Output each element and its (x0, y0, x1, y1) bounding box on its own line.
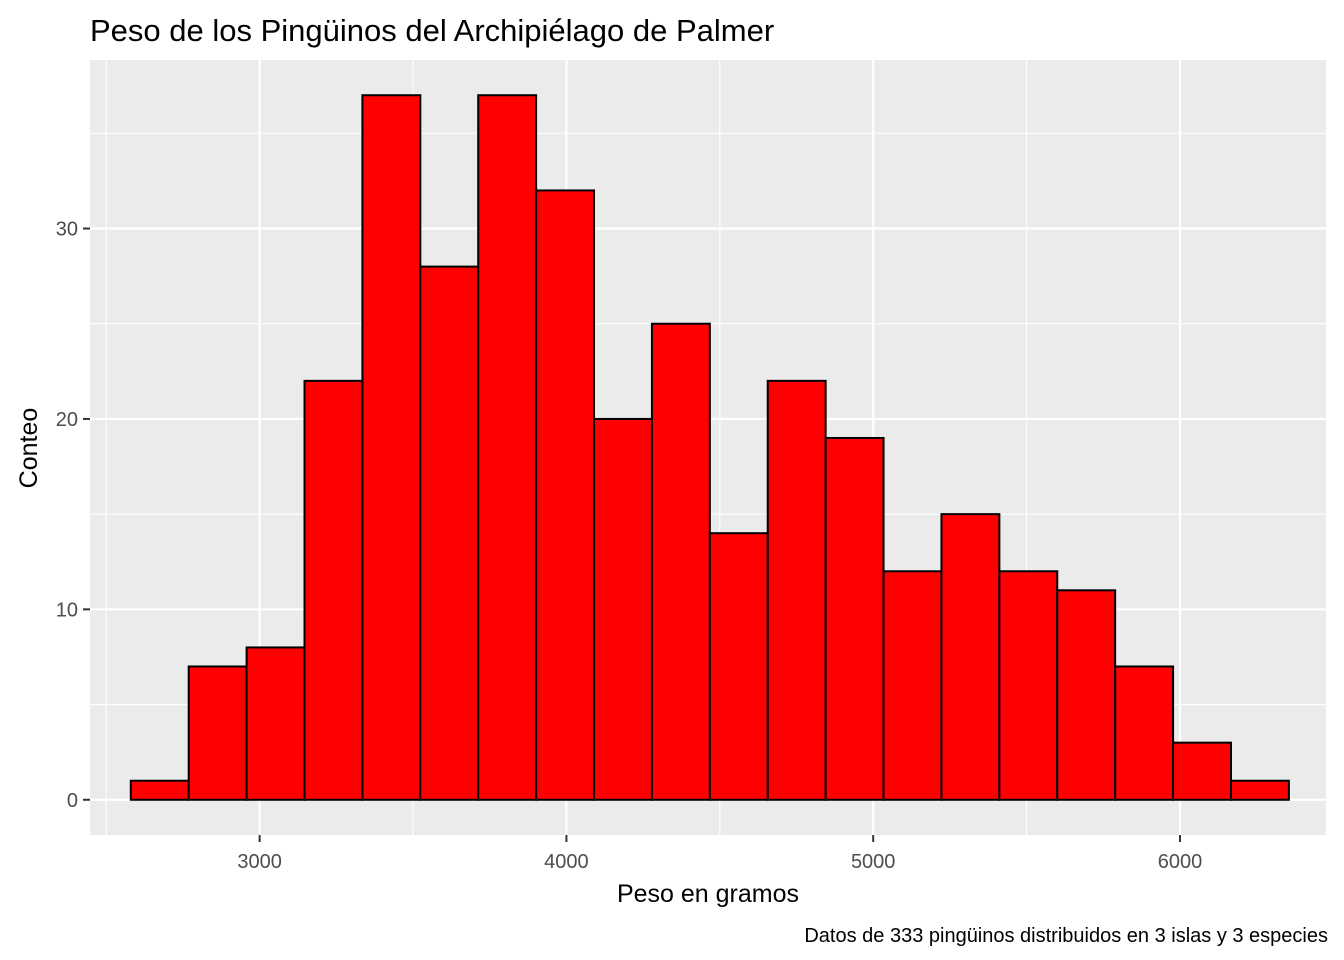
histogram-bar (1172, 741, 1232, 801)
histogram-bar (129, 779, 190, 801)
histogram-bar (708, 532, 769, 801)
histogram-bars (129, 94, 1290, 801)
histogram-bar (419, 265, 480, 801)
histogram-bar (1229, 779, 1290, 801)
histogram-bar (187, 665, 248, 801)
histogram-bar (535, 189, 596, 801)
histogram-bar (940, 513, 1001, 801)
histogram-bar (1056, 589, 1117, 801)
x-tick-label: 5000 (851, 851, 896, 873)
y-tick-label: 0 (67, 790, 78, 812)
x-tick-label: 3000 (237, 851, 282, 873)
histogram-bar (824, 436, 885, 801)
y-tick-label: 30 (56, 219, 78, 241)
x-axis-ticks: 3000 4000 5000 6000 (237, 835, 1202, 873)
x-axis-title: Peso en gramos (617, 880, 799, 908)
histogram-bar (245, 646, 306, 801)
x-tick-label: 6000 (1158, 851, 1203, 873)
chart-caption: Datos de 333 pingüinos distribuidos en 3… (804, 925, 1328, 947)
y-tick-label: 20 (56, 409, 78, 431)
histogram-bar (1114, 665, 1175, 801)
x-tick-label: 4000 (544, 851, 589, 873)
histogram-bar (593, 417, 653, 801)
histogram-bar (477, 94, 538, 801)
y-tick-label: 10 (56, 599, 78, 621)
histogram-bar (766, 379, 827, 801)
histogram-bar (998, 570, 1059, 801)
chart-title: Peso de los Pingüinos del Archipiélago d… (90, 13, 774, 48)
histogram-bar (882, 570, 943, 801)
y-axis-ticks: 0 10 20 30 (56, 219, 90, 812)
histogram-bar (361, 94, 422, 801)
histogram-bar (303, 379, 364, 801)
y-axis-title: Conteo (15, 408, 43, 489)
histogram-bar (650, 322, 711, 801)
